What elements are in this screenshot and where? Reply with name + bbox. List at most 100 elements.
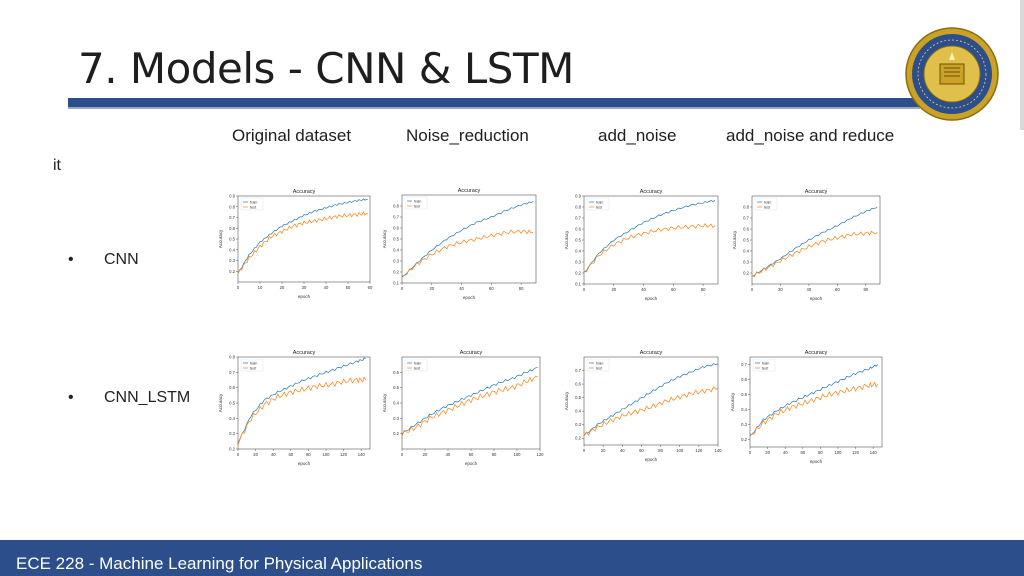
x-tick-label: 20 <box>423 452 428 457</box>
x-tick-label: 140 <box>358 452 366 457</box>
chart-title: Accuracy <box>805 350 828 356</box>
x-tick-label: 50 <box>346 285 351 290</box>
x-tick-label: 40 <box>807 287 812 292</box>
x-tick-label: 120 <box>852 450 860 455</box>
legend-label-train: train <box>596 200 603 204</box>
y-tick-label: 0.2 <box>393 431 399 436</box>
y-tick-label: 0.7 <box>393 215 399 220</box>
x-tick-label: 100 <box>514 452 522 457</box>
chart-cnn-original: Accuracy 0 10 20 30 40 50 60 0.2 0.3 0.4 0.5 0.6 0.7 0… <box>216 186 376 300</box>
y-axis-label: Accuracy <box>218 229 223 248</box>
chart-title: Accuracy <box>293 189 316 195</box>
chart-cnn-add-noise-reduce: Accuracy 0 20 40 60 80 0.2 0.3 0.4 0.5 0.6 0.7 0.8 ep… <box>730 186 886 302</box>
y-tick-label: 0.9 <box>575 194 581 199</box>
legend-label-test: test <box>764 205 771 209</box>
x-tick-label: 120 <box>340 452 348 457</box>
x-tick-label: 20 <box>778 287 783 292</box>
y-tick-label: 0.5 <box>393 237 399 242</box>
series-line-test <box>751 230 878 278</box>
x-axis-label: epoch <box>298 461 311 466</box>
chart-title: Accuracy <box>460 350 483 356</box>
column-label-noise-reduction: Noise_reduction <box>406 126 529 145</box>
legend-label-train: train <box>764 200 771 204</box>
x-tick-label: 120 <box>695 448 703 453</box>
y-axis-label: Accuracy <box>730 392 735 411</box>
x-tick-label: 40 <box>641 287 646 292</box>
chart-title: Accuracy <box>640 350 663 356</box>
x-tick-label: 30 <box>302 285 307 290</box>
x-tick-label: 0 <box>401 452 404 457</box>
y-tick-label: 0.6 <box>229 226 235 231</box>
bullet-cnn-lstm: • CNN_LSTM <box>68 389 190 407</box>
y-tick-label: 0.9 <box>229 194 235 199</box>
x-tick-label: 40 <box>324 285 329 290</box>
series-line-test <box>237 210 368 274</box>
x-tick-label: 80 <box>818 450 823 455</box>
series-line-train <box>237 357 366 444</box>
legend-label-train: train <box>250 200 257 204</box>
y-tick-label: 0.3 <box>741 422 747 427</box>
y-tick-label: 0.6 <box>743 227 749 232</box>
y-tick-label: 0.5 <box>229 401 235 406</box>
row-label-cnn-lstm: CNN_LSTM <box>104 389 191 406</box>
series-line-train <box>751 206 878 277</box>
y-tick-label: 0.6 <box>393 370 399 375</box>
x-tick-label: 80 <box>306 452 311 457</box>
y-tick-label: 0.5 <box>229 237 235 242</box>
y-tick-label: 0.1 <box>575 282 581 287</box>
x-tick-label: 60 <box>671 287 676 292</box>
x-axis-label: epoch <box>645 296 658 301</box>
footer-course-title: ECE 228 - Machine Learning for Physical … <box>16 554 423 573</box>
y-tick-label: 0.3 <box>575 422 581 427</box>
y-tick-label: 0.2 <box>229 447 235 452</box>
x-tick-label: 0 <box>237 285 240 290</box>
series-line-test <box>237 376 366 446</box>
chart-title: Accuracy <box>293 350 316 356</box>
series-line-train <box>583 199 716 273</box>
column-label-original-dataset: Original dataset <box>232 126 352 145</box>
y-tick-label: 0.6 <box>575 227 581 232</box>
x-tick-label: 80 <box>519 286 524 291</box>
legend-label-train: train <box>596 361 603 365</box>
y-tick-label: 0.1 <box>393 281 399 286</box>
x-axis-label: epoch <box>810 459 823 464</box>
x-tick-label: 60 <box>469 452 474 457</box>
y-tick-label: 0.4 <box>393 248 399 253</box>
x-tick-label: 0 <box>749 450 752 455</box>
series-line-test <box>401 229 534 277</box>
legend-label-train: train <box>250 361 257 365</box>
uc-san-diego-seal-icon <box>904 26 1000 122</box>
y-axis-label: Accuracy <box>564 391 569 410</box>
y-tick-label: 0.5 <box>575 238 581 243</box>
x-tick-label: 140 <box>715 448 723 453</box>
legend-label-test: test <box>250 366 257 370</box>
y-axis-label: Accuracy <box>732 230 737 249</box>
x-tick-label: 100 <box>323 452 331 457</box>
chart-cnn-lstm-add-noise-reduce: Accuracy 0 20 40 60 80 100 120 140 0.2 0.3 0.4 0.5 0.… <box>728 347 888 465</box>
y-axis-label: Accuracy <box>382 229 387 248</box>
y-axis-label: Accuracy <box>218 393 223 412</box>
x-tick-label: 60 <box>800 450 805 455</box>
legend-label-test: test <box>762 366 769 370</box>
y-tick-label: 0.2 <box>393 270 399 275</box>
legend-label-test: test <box>414 366 421 370</box>
x-tick-label: 60 <box>639 448 644 453</box>
legend-label-train: train <box>414 199 421 203</box>
chart-cnn-lstm-original: Accuracy 0 20 40 60 80 100 120 140 0.2 0.3 0.4 0.5 0.… <box>216 347 376 467</box>
y-tick-label: 0.4 <box>229 247 235 252</box>
x-axis-label: epoch <box>463 295 476 300</box>
y-tick-label: 0.7 <box>575 216 581 221</box>
it-label: it <box>53 157 61 174</box>
plot-frame <box>583 356 719 446</box>
x-tick-label: 60 <box>288 452 293 457</box>
slide-edge-divider <box>1020 0 1024 130</box>
x-tick-label: 80 <box>658 448 663 453</box>
y-tick-label: 0.2 <box>741 437 747 442</box>
y-tick-label: 0.2 <box>229 269 235 274</box>
series-line-test <box>583 223 716 273</box>
